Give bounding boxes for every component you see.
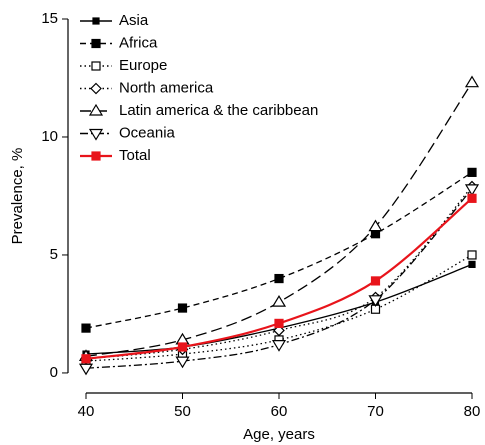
marker: [273, 324, 285, 337]
series-line: [85, 188, 473, 369]
x-tick-label: 40: [78, 403, 95, 420]
marker: [175, 356, 190, 369]
y-tick-label: 15: [41, 10, 58, 27]
marker: [274, 273, 284, 284]
marker: [464, 75, 480, 88]
legend-label: Asia: [119, 12, 149, 29]
legend-label: Europe: [119, 57, 167, 74]
marker: [91, 61, 101, 71]
marker: [91, 151, 101, 161]
marker: [274, 318, 284, 328]
marker: [177, 342, 188, 352]
marker: [468, 260, 476, 269]
marker: [467, 250, 477, 260]
marker: [368, 295, 383, 307]
legend-label: North america: [119, 79, 214, 96]
x-tick-label: 60: [271, 403, 288, 420]
marker: [271, 340, 287, 352]
marker: [78, 363, 94, 376]
marker: [368, 219, 383, 232]
marker: [90, 82, 102, 95]
legend-label: Total: [119, 147, 151, 164]
x-tick-label: 50: [174, 403, 191, 420]
y-tick-label: 5: [50, 246, 58, 263]
legend-label: Oceania: [119, 124, 176, 141]
marker: [81, 323, 91, 333]
marker: [91, 38, 101, 49]
series-line: [85, 186, 473, 360]
marker: [92, 17, 100, 25]
x-tick-label: 70: [367, 403, 384, 420]
y-tick-label: 10: [41, 128, 58, 145]
series-line: [85, 171, 473, 329]
marker: [467, 193, 477, 203]
marker: [467, 167, 477, 177]
x-axis-label: Age, years: [243, 426, 315, 443]
marker: [370, 276, 381, 286]
legend-label: Latin america & the caribbean: [119, 102, 318, 119]
y-axis-label: Prevalence, %: [9, 148, 26, 245]
marker: [81, 354, 91, 364]
marker: [177, 303, 188, 313]
marker: [88, 103, 104, 116]
marker: [88, 128, 104, 141]
y-tick-label: 0: [50, 364, 58, 381]
marker: [464, 184, 480, 197]
x-tick-label: 80: [464, 403, 481, 420]
series-line: [85, 82, 473, 358]
marker: [271, 294, 287, 307]
legend-label: Africa: [119, 34, 158, 51]
